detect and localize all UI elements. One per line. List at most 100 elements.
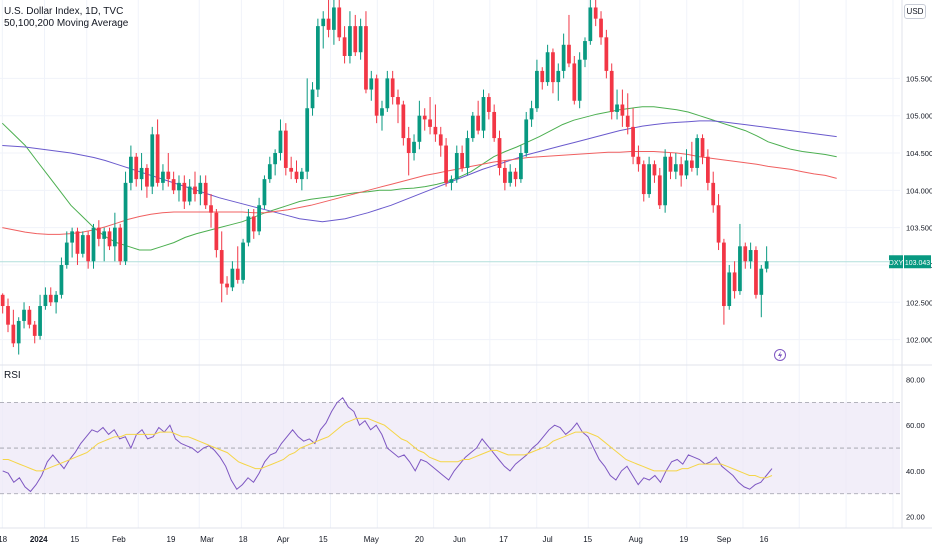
candle-body bbox=[32, 324, 37, 336]
candle-body bbox=[460, 153, 464, 168]
candle-body bbox=[187, 186, 192, 202]
chart-title[interactable]: U.S. Dollar Index, 1D, TVC bbox=[4, 6, 124, 17]
candle-body bbox=[663, 156, 668, 206]
candle-body bbox=[214, 212, 219, 251]
candle-body bbox=[310, 89, 315, 109]
rsi-legend[interactable]: RSI bbox=[4, 370, 21, 381]
candle-body bbox=[6, 306, 10, 325]
candle-body bbox=[70, 231, 74, 243]
candle-body bbox=[588, 7, 593, 42]
candle-body bbox=[551, 52, 555, 83]
candle-body bbox=[428, 119, 432, 127]
candle-body bbox=[641, 164, 646, 195]
candle-body bbox=[535, 70, 539, 109]
candle-body bbox=[433, 126, 438, 135]
symbol-badge-bg bbox=[889, 255, 903, 269]
candle-body bbox=[508, 171, 513, 183]
candle-body bbox=[545, 52, 550, 83]
candle-body bbox=[615, 104, 619, 112]
candle-body bbox=[150, 134, 155, 187]
candle-body bbox=[722, 242, 726, 307]
candle-body bbox=[278, 130, 283, 154]
candle-body bbox=[139, 167, 144, 180]
rsi-series-line bbox=[2, 397, 773, 493]
candle-body bbox=[657, 175, 662, 206]
candle-body bbox=[235, 268, 240, 280]
candles[interactable] bbox=[0, 0, 769, 355]
price-tick-label: 104.000 bbox=[906, 186, 932, 195]
candle-body bbox=[251, 216, 256, 232]
candle-body bbox=[470, 115, 475, 139]
time-tick-label: 2024 bbox=[30, 535, 48, 544]
lightning-icon[interactable] bbox=[774, 349, 786, 361]
candle-body bbox=[289, 167, 294, 172]
candle-body bbox=[743, 246, 748, 262]
candle-body bbox=[48, 294, 53, 303]
price-tick-label: 105.000 bbox=[906, 112, 932, 121]
candle-body bbox=[0, 294, 5, 307]
candle-body bbox=[620, 104, 625, 116]
candle-body bbox=[764, 261, 769, 269]
candle-body bbox=[11, 324, 16, 344]
candle-body bbox=[337, 7, 342, 38]
candle-body bbox=[91, 227, 96, 262]
time-tick-label: 20 bbox=[415, 535, 424, 544]
candle-body bbox=[241, 242, 245, 280]
rsi-axis[interactable]: 80.00 60.00 40.00 20.00 bbox=[906, 376, 925, 522]
candle-body bbox=[198, 182, 203, 195]
candle-body bbox=[604, 37, 609, 71]
time-tick-label: Apr bbox=[277, 535, 290, 544]
candle-body bbox=[16, 320, 21, 344]
candle-body bbox=[438, 134, 443, 146]
candle-body bbox=[449, 179, 454, 183]
candle-body bbox=[326, 18, 331, 30]
candle-body bbox=[321, 18, 326, 27]
candle-body bbox=[166, 171, 171, 180]
indicator-legend[interactable]: 50,100,200 Moving Average bbox=[4, 18, 129, 29]
rsi-band-lines bbox=[0, 402, 900, 495]
candle-body bbox=[86, 235, 91, 262]
candle-body bbox=[727, 272, 732, 307]
candle-body bbox=[417, 115, 422, 142]
candle-body bbox=[107, 231, 112, 247]
time-axis[interactable]: 18 2024 15 Feb 19 Mar 18 Apr 15 May 20 Jun 17 Jul 15 Au… bbox=[0, 535, 769, 544]
candle-body bbox=[358, 26, 363, 53]
candle-body bbox=[230, 268, 235, 288]
candle-body bbox=[732, 272, 737, 292]
price-axis[interactable]: 105.500 105.000 104.500 104.000 103.500 103.0… bbox=[906, 74, 932, 344]
candle-body bbox=[396, 97, 400, 105]
candle-body bbox=[118, 227, 123, 262]
candle-body bbox=[631, 126, 635, 157]
candle-body bbox=[305, 108, 310, 172]
candle-body bbox=[609, 70, 614, 112]
time-tick-label: 15 bbox=[70, 535, 79, 544]
candle-body bbox=[561, 44, 566, 71]
time-tick-label: Feb bbox=[112, 535, 126, 544]
candle-body bbox=[171, 179, 176, 191]
symbol-badge-text: DXY bbox=[889, 260, 904, 267]
price-tick-label: 105.500 bbox=[906, 74, 932, 83]
price-tick-label: 103.500 bbox=[906, 224, 932, 233]
candle-body bbox=[348, 26, 352, 56]
candle-body bbox=[59, 264, 64, 295]
candle-body bbox=[299, 171, 304, 180]
time-tick-label: Aug bbox=[629, 535, 643, 544]
candle-body bbox=[22, 309, 26, 321]
moving-average-line bbox=[1, 106, 837, 251]
candle-body bbox=[572, 63, 577, 101]
rsi-lines bbox=[2, 397, 773, 493]
candle-body bbox=[316, 26, 320, 90]
candle-body bbox=[283, 130, 288, 168]
candle-body bbox=[401, 104, 406, 139]
candle-body bbox=[177, 182, 181, 191]
candle-body bbox=[412, 141, 416, 154]
time-tick-label: Jun bbox=[453, 535, 466, 544]
candle-body bbox=[262, 179, 267, 206]
price-tick-label: 102.000 bbox=[906, 336, 932, 345]
candle-body bbox=[695, 138, 700, 168]
candle-body bbox=[486, 97, 491, 112]
candle-body bbox=[406, 138, 411, 154]
currency-button[interactable]: USD bbox=[904, 4, 926, 19]
candle-body bbox=[524, 119, 529, 154]
